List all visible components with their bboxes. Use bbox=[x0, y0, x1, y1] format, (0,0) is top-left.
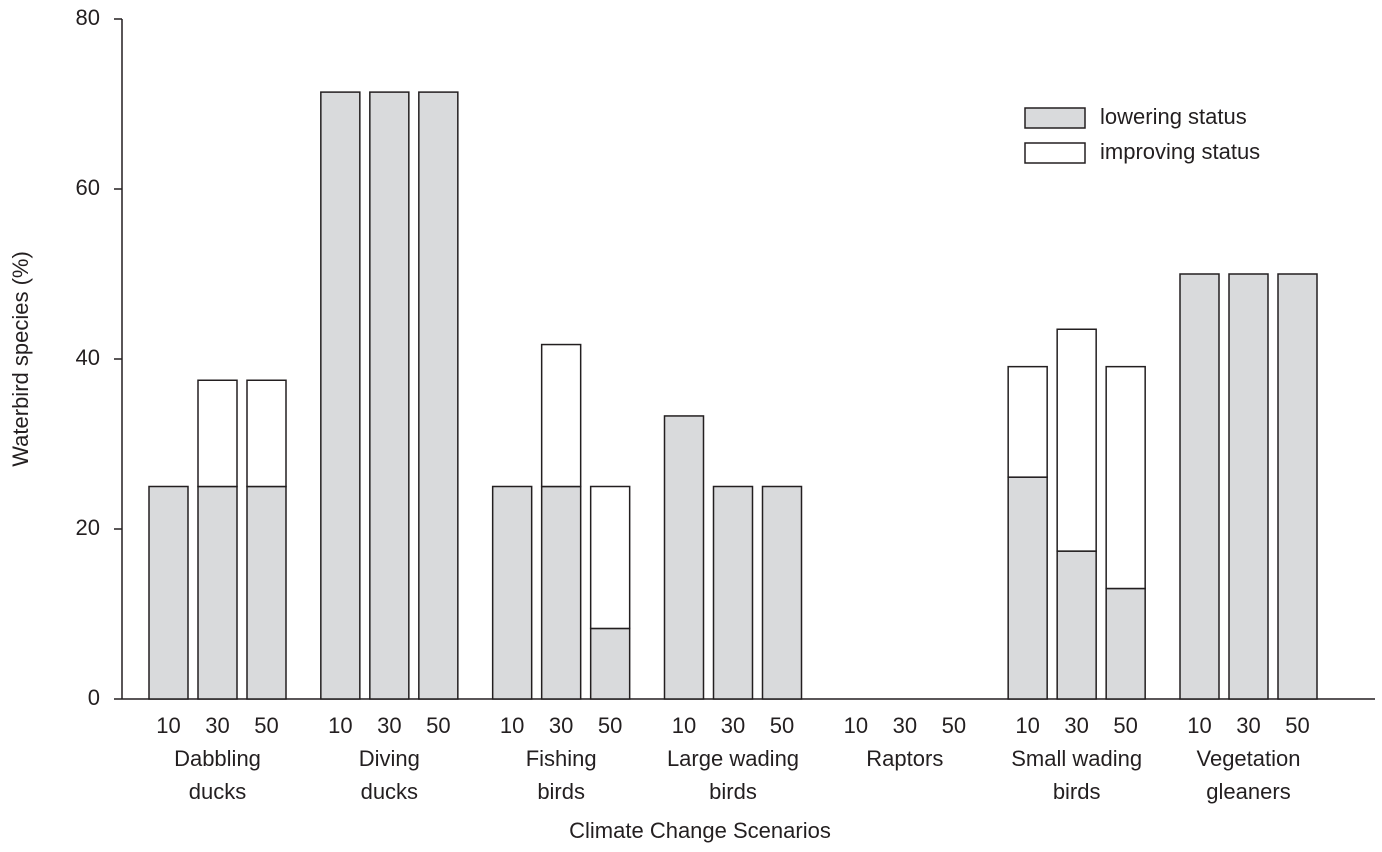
bar-segment bbox=[1277, 273, 1318, 700]
y-tick-label: 20 bbox=[76, 515, 100, 540]
bar-segment bbox=[246, 379, 287, 488]
x-axis-title: Climate Change Scenarios bbox=[569, 818, 831, 843]
group-label: Fishing bbox=[526, 746, 597, 771]
x-tick-label: 30 bbox=[205, 713, 229, 738]
bar-segment bbox=[1007, 365, 1048, 478]
x-tick-label: 30 bbox=[721, 713, 745, 738]
group-label: birds bbox=[709, 779, 757, 804]
x-tick-label: 50 bbox=[770, 713, 794, 738]
y-axis-title: Waterbird species (%) bbox=[8, 251, 33, 467]
group-label: birds bbox=[537, 779, 585, 804]
x-tick-label: 10 bbox=[1187, 713, 1211, 738]
x-tick-label: 10 bbox=[672, 713, 696, 738]
bar-segment bbox=[369, 91, 410, 700]
x-tick-label: 10 bbox=[500, 713, 524, 738]
bar-segment bbox=[540, 485, 582, 700]
x-tick-label: 10 bbox=[156, 713, 180, 738]
bar-segment bbox=[246, 485, 287, 700]
bar-segment bbox=[663, 415, 705, 700]
bar-segment bbox=[1228, 273, 1269, 700]
bar-segment bbox=[418, 91, 459, 700]
group-label: Small wading bbox=[1011, 746, 1142, 771]
group-label: Diving bbox=[359, 746, 420, 771]
bar-segment bbox=[1056, 328, 1097, 552]
legend-label: lowering status bbox=[1100, 104, 1247, 129]
x-tick-label: 30 bbox=[377, 713, 401, 738]
bar-segment bbox=[540, 343, 582, 488]
x-tick-label: 10 bbox=[328, 713, 352, 738]
group-label: ducks bbox=[361, 779, 418, 804]
x-tick-label: 50 bbox=[598, 713, 622, 738]
x-tick-label: 50 bbox=[1285, 713, 1309, 738]
bar-segment bbox=[761, 485, 803, 700]
x-tick-label: 10 bbox=[1015, 713, 1039, 738]
bar-segment bbox=[197, 485, 238, 700]
group-label: gleaners bbox=[1206, 779, 1290, 804]
bar-segment bbox=[712, 485, 754, 700]
group-label: Large wading bbox=[667, 746, 799, 771]
y-tick-label: 60 bbox=[76, 175, 100, 200]
bar-segment bbox=[1105, 365, 1146, 590]
legend-swatch bbox=[1024, 142, 1086, 164]
x-tick-label: 30 bbox=[1236, 713, 1260, 738]
y-tick-label: 40 bbox=[76, 345, 100, 370]
y-tick-label: 80 bbox=[76, 5, 100, 30]
group-label: birds bbox=[1053, 779, 1101, 804]
x-tick-label: 30 bbox=[549, 713, 573, 738]
x-tick-label: 50 bbox=[1113, 713, 1137, 738]
x-tick-label: 50 bbox=[942, 713, 966, 738]
group-label: Vegetation bbox=[1197, 746, 1301, 771]
bar-segment bbox=[1105, 587, 1146, 700]
bar-segment bbox=[197, 379, 238, 488]
x-tick-label: 30 bbox=[893, 713, 917, 738]
bar-segment bbox=[1007, 476, 1048, 700]
x-tick-label: 50 bbox=[254, 713, 278, 738]
bar-segment bbox=[491, 485, 533, 700]
group-label: ducks bbox=[189, 779, 246, 804]
x-tick-label: 10 bbox=[844, 713, 868, 738]
y-tick-label: 0 bbox=[88, 685, 100, 710]
bar-segment bbox=[589, 485, 631, 630]
group-label: Dabbling bbox=[174, 746, 261, 771]
group-label: Raptors bbox=[866, 746, 943, 771]
bar-segment bbox=[589, 627, 631, 700]
bar-segment bbox=[148, 485, 189, 700]
legend-label: improving status bbox=[1100, 139, 1260, 164]
x-tick-label: 50 bbox=[426, 713, 450, 738]
bar-segment bbox=[1056, 550, 1097, 700]
bar-segment bbox=[320, 91, 361, 700]
legend-swatch bbox=[1024, 107, 1086, 129]
x-tick-label: 30 bbox=[1064, 713, 1088, 738]
bar-segment bbox=[1179, 273, 1220, 700]
